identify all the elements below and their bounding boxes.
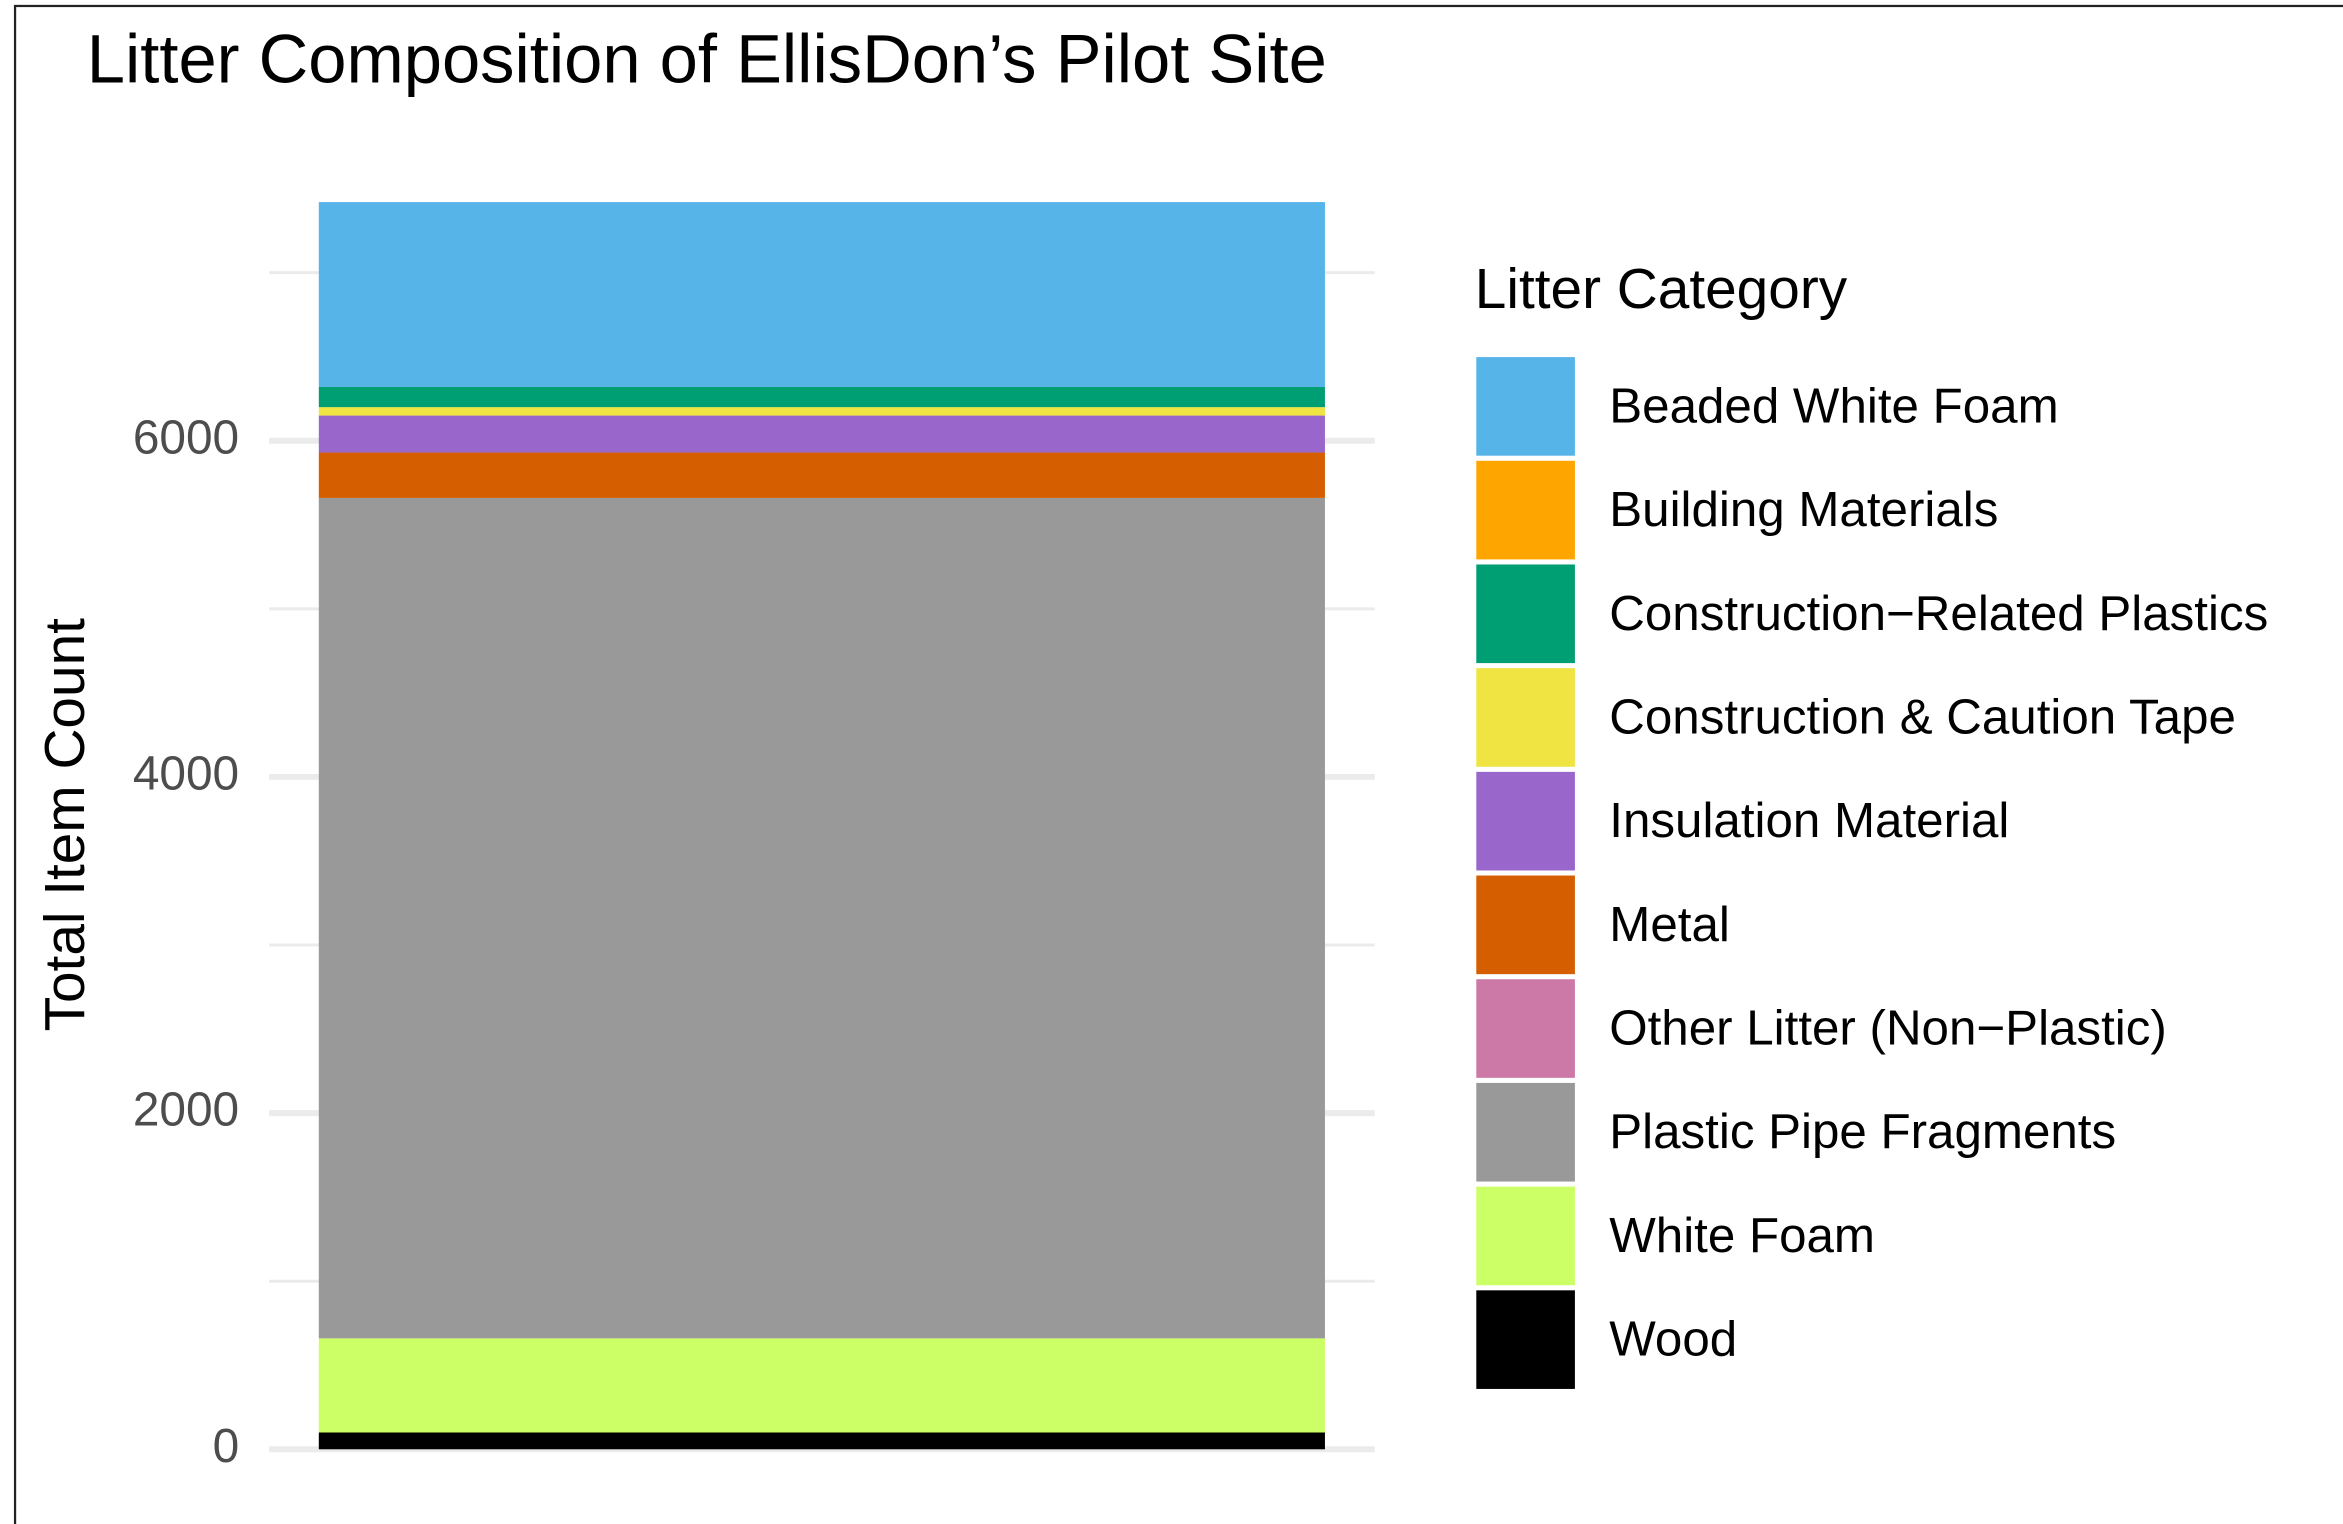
legend-swatch <box>1476 460 1575 560</box>
legend-swatch <box>1476 1082 1575 1182</box>
legend-label: Metal <box>1609 897 1730 952</box>
bar-segment <box>318 1338 1325 1433</box>
legend-title: Litter Category <box>1475 258 1848 321</box>
y-tick-label: 6000 <box>133 411 239 464</box>
y-tick-label: 0 <box>213 1420 240 1473</box>
legend-swatch <box>1476 564 1575 664</box>
bar-segment <box>318 415 1325 453</box>
legend-label: Building Materials <box>1609 482 1998 537</box>
legend-swatch <box>1476 1290 1575 1389</box>
legend-label: Wood <box>1609 1312 1737 1367</box>
legend-swatch <box>1476 771 1575 871</box>
bar-segment <box>318 452 1325 498</box>
legend-label: Plastic Pipe Fragments <box>1609 1104 2116 1159</box>
bar-segment <box>318 1432 1325 1450</box>
bar-segment <box>318 386 1325 408</box>
legend-label: Beaded White Foam <box>1609 378 2058 433</box>
y-tick-label: 4000 <box>133 748 239 801</box>
legend-swatch <box>1476 668 1575 767</box>
legend-swatch <box>1476 979 1575 1078</box>
legend-label: Other Litter (Non−Plastic) <box>1609 1001 2167 1056</box>
legend-label: Construction & Caution Tape <box>1609 689 2236 744</box>
chart-title: Litter Composition of EllisDon’s Pilot S… <box>87 20 1327 97</box>
legend-label: Construction−Related Plastics <box>1609 586 2268 641</box>
legend-label: White Foam <box>1609 1208 1875 1263</box>
legend-label: Insulation Material <box>1609 793 2009 848</box>
legend-swatch <box>1476 1186 1575 1286</box>
bar-segment <box>318 497 1325 1339</box>
bar-segment <box>318 202 1325 387</box>
y-tick-label: 2000 <box>133 1084 239 1137</box>
bar-segment <box>318 407 1325 416</box>
legend-swatch <box>1476 875 1575 975</box>
legend-swatch <box>1476 357 1575 456</box>
y-axis-label: Total Item Count <box>34 618 97 1032</box>
